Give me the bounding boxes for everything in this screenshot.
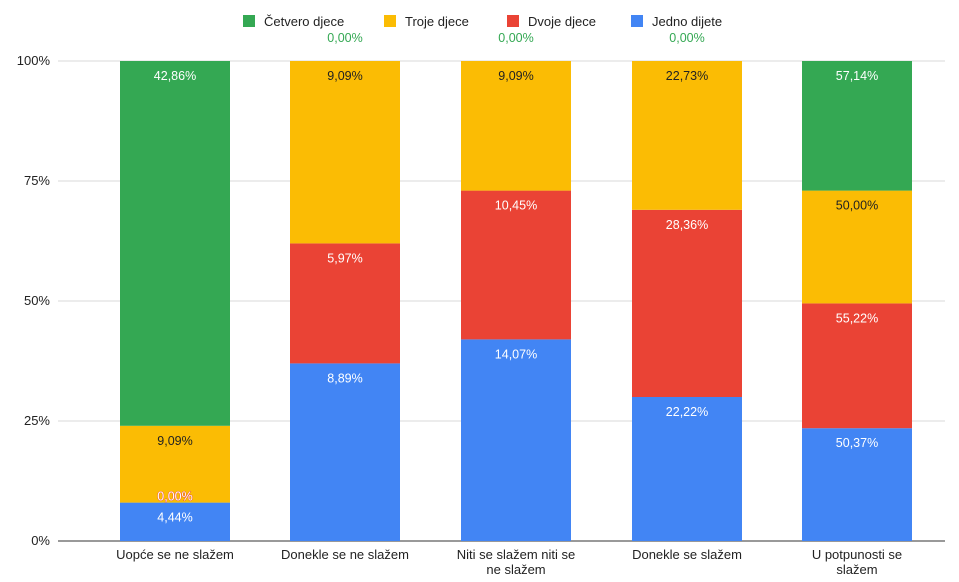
bar-segment-dvoje-djece [802, 303, 912, 429]
bar-segment-jedno-dijete [290, 363, 400, 541]
data-label: 0,00% [669, 31, 704, 45]
y-tick-label: 75% [24, 173, 50, 188]
legend-label: Dvoje djece [528, 14, 596, 29]
data-label: 9,09% [157, 434, 192, 448]
bar-segment-jedno-dijete [632, 397, 742, 541]
data-label: 22,73% [666, 69, 708, 83]
legend-swatch-jedno-dijete [631, 15, 643, 27]
x-category-label: Donekle se slažem [632, 547, 742, 562]
bar-segment-troje-djece [461, 61, 571, 191]
y-tick-label: 25% [24, 413, 50, 428]
bar-segment-četvero-djece [802, 61, 912, 191]
data-label: 8,89% [327, 371, 362, 385]
legend-label: Troje djece [405, 14, 469, 29]
data-label: 4,44% [157, 511, 192, 525]
data-label: 0,00% [498, 31, 533, 45]
y-tick-label: 100% [17, 53, 51, 68]
data-label: 42,86% [154, 69, 196, 83]
data-label: 50,37% [836, 436, 878, 450]
data-label: 0,00% [157, 490, 192, 504]
bar-segment-dvoje-djece [461, 190, 571, 340]
bar-segment-troje-djece [632, 61, 742, 210]
bar-segment-troje-djece [290, 61, 400, 244]
data-label: 50,00% [836, 199, 878, 213]
legend-label: Četvero djece [264, 14, 344, 29]
bar-segment-četvero-djece [120, 61, 230, 426]
legend-swatch-troje-djece [384, 15, 396, 27]
bar-segment-troje-djece [802, 190, 912, 304]
bar-segment-jedno-dijete [461, 339, 571, 541]
x-category-label: ne slažem [486, 562, 545, 577]
data-label: 9,09% [498, 69, 533, 83]
x-axis-labels: Uopće se ne slažem Donekle se ne slažem Ni… [116, 547, 902, 577]
x-category-label: Niti se slažem niti se [457, 547, 575, 562]
bar-segment-troje-djece [120, 425, 230, 503]
bar-segment-jedno-dijete [120, 502, 230, 541]
y-axis-ticks: 0% 25% 50% 75% 100% [17, 53, 51, 548]
y-tick-label: 0% [31, 533, 50, 548]
legend: Četvero djece Troje djece Dvoje djece Jedno… [243, 14, 722, 29]
y-tick-label: 50% [24, 293, 50, 308]
data-label: 9,09% [327, 69, 362, 83]
data-label: 28,36% [666, 218, 708, 232]
bar-segment-dvoje-djece [632, 209, 742, 397]
data-label: 22,22% [666, 405, 708, 419]
data-label: 57,14% [836, 69, 878, 83]
data-label: 0,00% [327, 31, 362, 45]
data-label: 10,45% [495, 199, 537, 213]
data-label: 5,97% [327, 251, 362, 265]
bars: 4,44% 0,00% 9,09% 42,86% 8,89% 5,97% 9,09% 0,00… [120, 31, 912, 541]
x-category-label: Donekle se ne slažem [281, 547, 409, 562]
x-category-label: Uopće se ne slažem [116, 547, 234, 562]
data-label: 14,07% [495, 347, 537, 361]
data-label: 55,22% [836, 311, 878, 325]
legend-label: Jedno dijete [652, 14, 722, 29]
legend-swatch-četvero-djece [243, 15, 255, 27]
x-category-label: U potpunosti se [812, 547, 902, 562]
bar-segment-jedno-dijete [802, 428, 912, 541]
x-category-label: slažem [836, 562, 877, 577]
legend-swatch-dvoje-djece [507, 15, 519, 27]
bar-segment-dvoje-djece [290, 243, 400, 364]
